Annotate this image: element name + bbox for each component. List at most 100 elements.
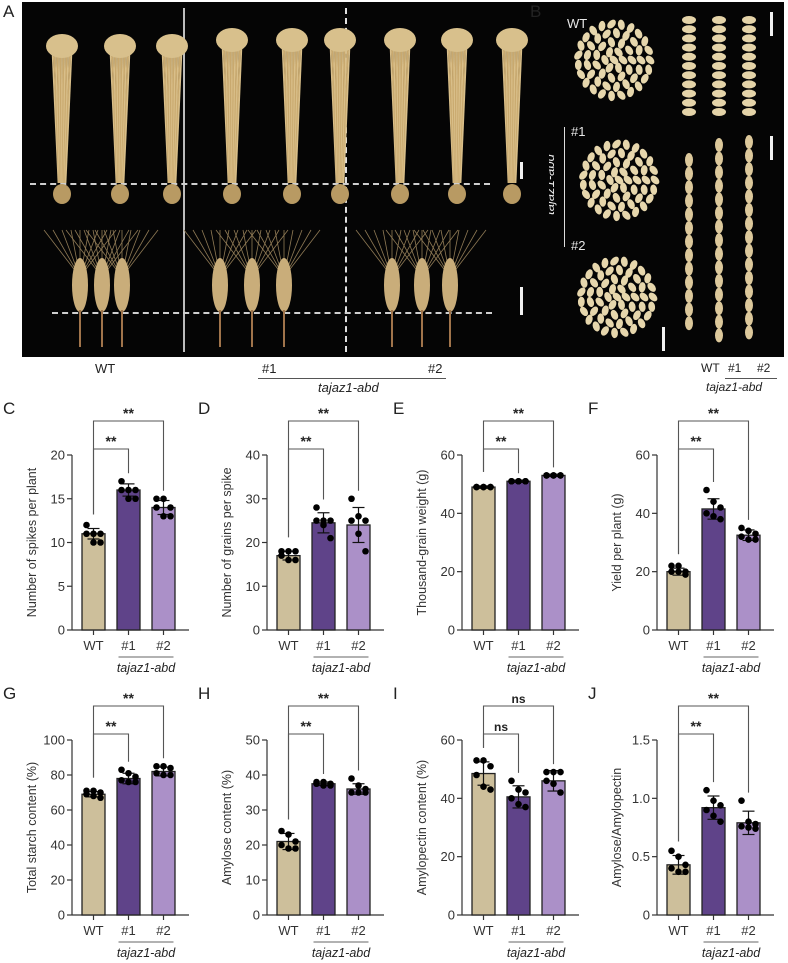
data-point — [515, 800, 522, 808]
x-tick-label: #2 — [546, 638, 560, 653]
group-label: tajaz1-abd — [117, 946, 176, 960]
data-point — [83, 521, 90, 529]
y-tick-label: 1.0 — [632, 791, 650, 806]
data-point — [682, 861, 689, 869]
data-point — [320, 521, 327, 529]
data-point — [675, 853, 682, 860]
y-tick-label: 50 — [246, 733, 260, 748]
significance-bracket-wt-l1-label: ** — [691, 718, 702, 734]
data-point — [675, 868, 682, 876]
x-tick-label: #1 — [706, 923, 720, 938]
data-point — [710, 812, 717, 820]
y-tick-label: 40 — [441, 791, 455, 806]
data-point — [327, 534, 334, 542]
y-tick-label: 10 — [246, 579, 260, 594]
panel-letter: G — [3, 684, 16, 703]
data-point — [487, 762, 494, 770]
data-point — [125, 769, 132, 777]
data-point — [125, 495, 132, 503]
data-point — [522, 477, 529, 485]
x-tick-label: WT — [278, 923, 298, 938]
data-point — [710, 512, 717, 520]
data-point — [668, 568, 675, 575]
panel-letter: C — [3, 399, 15, 418]
x-tick-label: #2 — [156, 923, 170, 938]
x-tick-label: WT — [278, 638, 298, 653]
data-point — [508, 777, 515, 785]
significance-bracket-wt-l2 — [482, 705, 555, 765]
data-point — [348, 789, 355, 796]
data-point — [118, 477, 125, 485]
data-point — [90, 539, 97, 546]
significance-bracket-wt-l2-label: ** — [318, 690, 329, 706]
significance-bracket-wt-l2-label: ** — [318, 405, 329, 421]
data-point — [285, 547, 292, 555]
data-point — [313, 504, 320, 511]
data-point — [118, 486, 125, 494]
data-point — [97, 539, 104, 546]
data-point — [703, 510, 710, 517]
data-point — [125, 486, 132, 494]
panel-b-line2-label: #2 — [571, 238, 586, 253]
grain-drawings — [574, 16, 756, 343]
data-point — [327, 782, 334, 789]
data-point — [515, 477, 522, 485]
data-point — [550, 768, 557, 776]
panel-b-letter: B — [530, 2, 542, 21]
x-tick-label: #2 — [156, 638, 170, 653]
y-axis-label: Number of spikes per plant — [25, 467, 39, 617]
scale-bar-grain-mid — [770, 136, 773, 160]
x-tick-label: WT — [473, 923, 493, 938]
x-tick-label: WT — [473, 638, 493, 653]
y-tick-label: 0 — [643, 908, 650, 923]
data-point — [90, 787, 97, 795]
group-label: tajaz1-abd — [702, 661, 761, 675]
panel-b-group-bracket — [564, 127, 565, 247]
data-point — [480, 483, 487, 491]
group-label: tajaz1-abd — [312, 661, 371, 675]
panel-letter: D — [198, 399, 210, 418]
y-tick-label: 20 — [636, 564, 650, 579]
panel-a-line2-label: #2 — [428, 361, 443, 376]
significance-bracket-wt-l1-label: ** — [106, 718, 117, 734]
y-tick-label: 100 — [43, 733, 65, 748]
x-tick-label: #1 — [511, 638, 525, 653]
y-tick-label: 0 — [643, 623, 650, 638]
significance-bracket-wt-l1-label: ** — [691, 433, 702, 449]
significance-bracket-wt-l2-label: ** — [123, 405, 134, 421]
data-point — [132, 495, 139, 503]
data-point — [132, 486, 139, 494]
line-divider — [345, 8, 347, 352]
panel-letter: H — [198, 684, 210, 703]
group-label: tajaz1-abd — [702, 946, 761, 960]
significance-bracket-wt-l2-label: ** — [123, 690, 134, 706]
data-point — [522, 803, 529, 811]
data-point — [167, 764, 174, 772]
data-point — [278, 827, 285, 835]
data-point — [487, 483, 494, 491]
x-tick-label: #2 — [351, 638, 365, 653]
data-point — [167, 504, 174, 511]
data-point — [355, 530, 362, 538]
x-tick-label: WT — [83, 923, 103, 938]
wt-mutant-divider — [183, 8, 185, 352]
data-point — [508, 477, 515, 485]
significance-bracket-wt-l2 — [287, 705, 360, 820]
y-axis-label: Amylopectin content (%) — [415, 760, 429, 895]
y-tick-label: 15 — [51, 491, 65, 506]
data-point — [83, 530, 90, 538]
scale-bar-grain-bottom — [662, 327, 665, 351]
data-point — [557, 789, 564, 796]
panel-b-bottom-line1-label: #1 — [728, 361, 742, 375]
y-tick-label: 60 — [441, 733, 455, 748]
data-point — [710, 797, 717, 804]
data-point — [752, 820, 759, 828]
data-point — [285, 556, 292, 564]
data-point — [480, 783, 487, 790]
data-point — [717, 818, 724, 825]
data-point — [153, 769, 160, 777]
